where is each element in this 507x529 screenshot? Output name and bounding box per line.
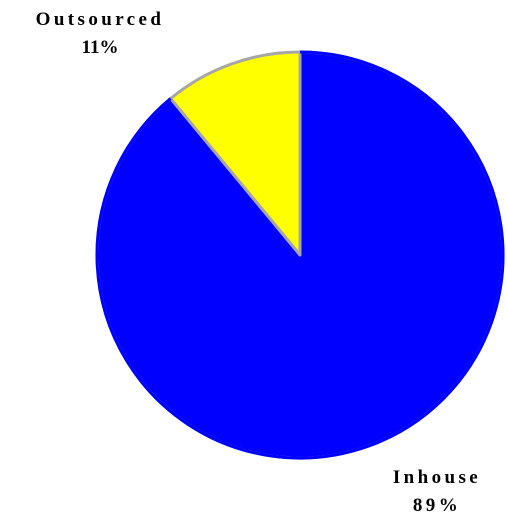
pie-slice-inhouse-outline (95, 50, 505, 460)
slice-label-inhouse: Inhouse 89% (372, 464, 502, 520)
pie-slice-outsourced (169, 50, 302, 257)
slice-label-outsourced: Outsourced 11% (0, 6, 200, 62)
slice-label-outsourced-name: Outsourced (35, 9, 165, 30)
slice-label-inhouse-name: Inhouse (392, 467, 482, 488)
slice-label-inhouse-value: 89% (412, 495, 462, 516)
pie-slices (95, 50, 505, 460)
slice-label-outsourced-value: 11% (81, 37, 119, 58)
pie-slice-inhouse (95, 50, 505, 460)
